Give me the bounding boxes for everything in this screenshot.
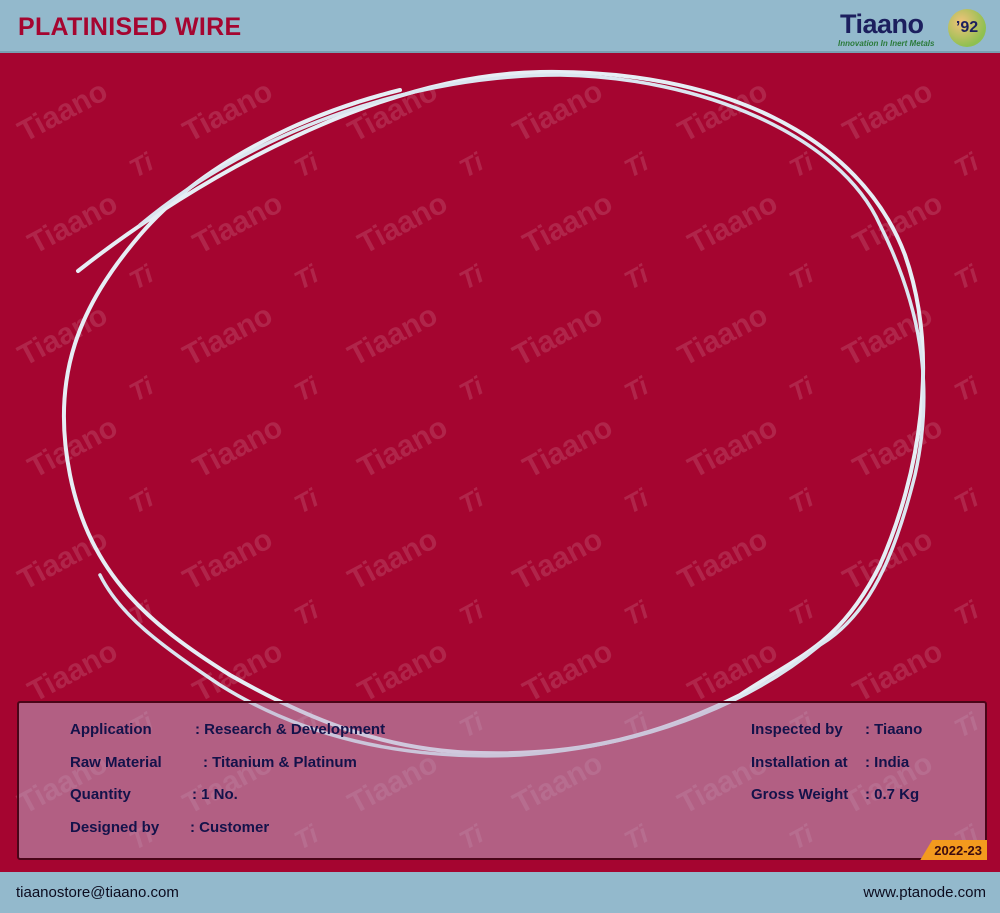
detail-value: : Customer [190, 818, 270, 836]
detail-label: Raw Material [70, 753, 162, 771]
detail-value: : 0.7 Kg [865, 786, 920, 803]
header: PLATINISED WIRE Tiaano Innovation In Ine… [0, 0, 1000, 53]
website-link[interactable]: www.ptanode.com [863, 884, 986, 901]
page-title: PLATINISED WIRE [18, 13, 242, 41]
detail-label: Inspected by [751, 721, 843, 738]
detail-label: Installation at [751, 753, 848, 771]
footer: tiaanostore@tiaano.com www.ptanode.com [0, 872, 1000, 913]
since-92-badge: ’92 [948, 9, 986, 47]
detail-value: : Tiaano [865, 721, 923, 738]
logo-wordmark: Tiaano [840, 9, 924, 39]
detail-label: Gross Weight [751, 786, 849, 803]
detail-value: : Research & Development [195, 721, 386, 738]
tiaano-logo: Tiaano Innovation In Inert Metals ’92 [836, 6, 986, 50]
detail-value: : 1 No. [192, 786, 238, 803]
detail-value: : India [865, 753, 910, 771]
year-badge: 2022-23 [920, 840, 987, 860]
detail-label: Application [70, 721, 152, 738]
detail-label: Designed by [70, 818, 160, 836]
product-image-area: Tiaano Ti Tiaano Ti Tiaano Ti Tiaano Ti Tiaano Ti… [0, 55, 1000, 872]
contact-email-link[interactable]: tiaanostore@tiaano.com [16, 884, 179, 901]
detail-label: Quantity [70, 786, 131, 803]
detail-value: : Titanium & Platinum [203, 753, 357, 771]
product-details-panel: 2022-23 Application : Research & Developm… [17, 701, 987, 860]
logo-tagline: Innovation In Inert Metals [838, 39, 935, 48]
